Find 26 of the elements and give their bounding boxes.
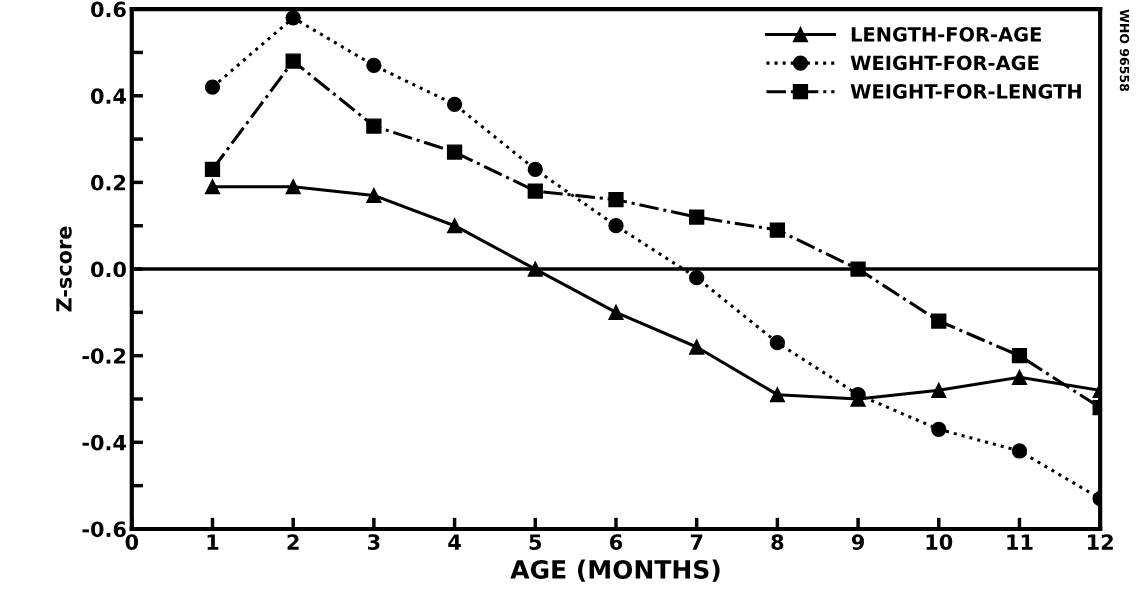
- x-tick-label: 10: [926, 534, 953, 550]
- y-tick-label: -0.4: [82, 434, 126, 451]
- y-tick-label: -0.2: [82, 348, 126, 364]
- legend-label: WEIGHT-FOR-AGE: [850, 55, 1039, 71]
- x-tick-label: 8: [771, 534, 784, 550]
- x-tick-label: 3: [368, 534, 380, 550]
- x-tick-label: 11: [1007, 534, 1033, 550]
- legend-label: LENGTH-FOR-AGE: [851, 26, 1041, 42]
- x-tick-label: 7: [690, 534, 703, 550]
- x-tick-label: 1: [207, 534, 219, 550]
- x-tick-label: 6: [610, 534, 623, 550]
- legend-label: WEIGHT-FOR-LENGTH: [850, 84, 1081, 99]
- y-tick-label: 0.4: [91, 88, 126, 104]
- y-tick-label: 0.0: [91, 261, 126, 278]
- x-tick-label: 12: [1088, 534, 1113, 550]
- x-tick-label: 4: [448, 534, 461, 550]
- text: WHO 96558: [1119, 9, 1130, 92]
- x-tick-label: 5: [529, 534, 542, 550]
- y-tick-label: 0.6: [91, 1, 126, 18]
- x-tick-label: 0: [125, 534, 139, 550]
- y-axis-title: Z-score: [56, 226, 72, 312]
- x-tick-label: 9: [851, 534, 864, 550]
- y-tick-label: 0.2: [91, 174, 126, 191]
- y-tick-label: -0.6: [82, 521, 126, 538]
- x-tick-label: 2: [287, 534, 299, 550]
- x-axis-title: AGE (MONTHS): [510, 559, 720, 582]
